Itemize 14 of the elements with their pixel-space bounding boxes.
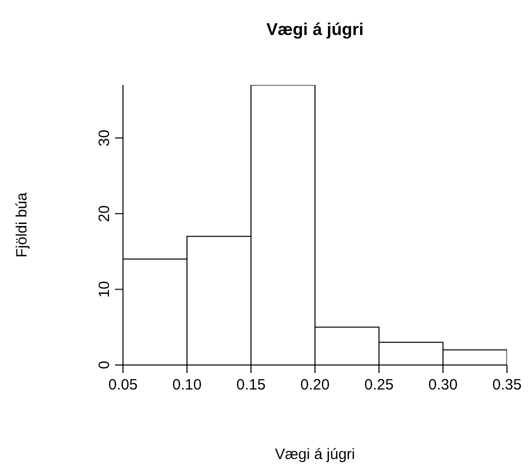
y-tick-label: 10 xyxy=(96,280,113,298)
chart-title: Vægi á júgri xyxy=(265,20,365,40)
x-tick-label: 0.25 xyxy=(364,376,394,394)
y-axis-title: Fjöldi búa xyxy=(14,192,30,258)
x-axis-title: Vægi á júgri xyxy=(274,446,356,463)
x-tick-label: 0.10 xyxy=(172,376,202,394)
y-tick-label: 0 xyxy=(96,360,113,370)
x-tick-label: 0.15 xyxy=(236,376,266,394)
x-tick-label: 0.20 xyxy=(300,376,330,394)
y-tick-label: 30 xyxy=(96,130,113,146)
y-tick-label: 20 xyxy=(96,205,113,222)
x-tick-label: 0.30 xyxy=(428,376,458,394)
x-tick-label: 0.35 xyxy=(492,376,522,394)
x-tick-label: 0.05 xyxy=(108,376,138,394)
